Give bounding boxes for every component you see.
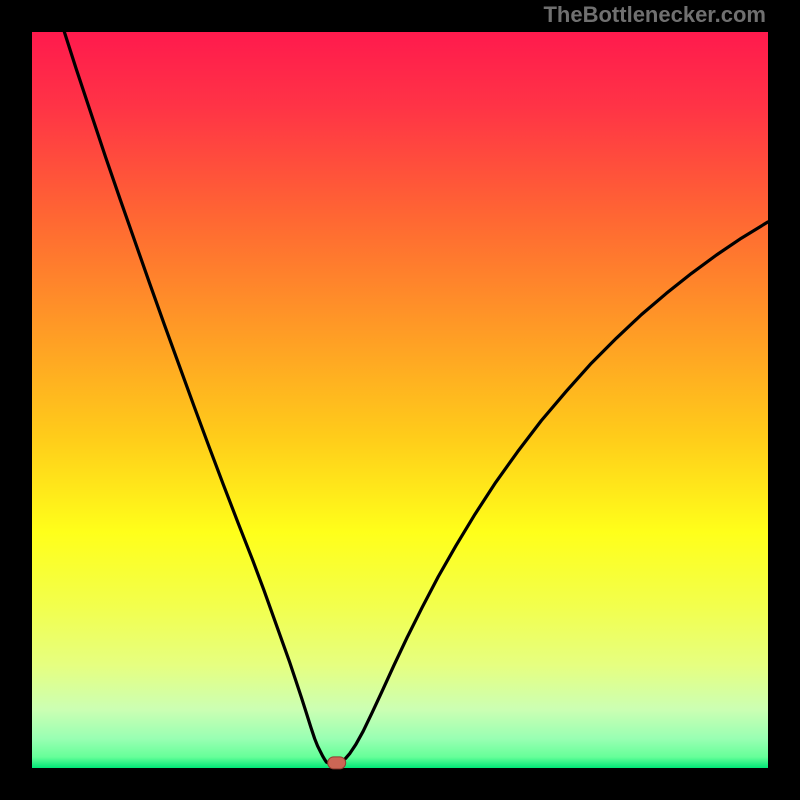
- chart-frame: TheBottlenecker.com: [0, 0, 800, 800]
- plot-area: [32, 32, 768, 768]
- watermark-text: TheBottlenecker.com: [543, 2, 766, 28]
